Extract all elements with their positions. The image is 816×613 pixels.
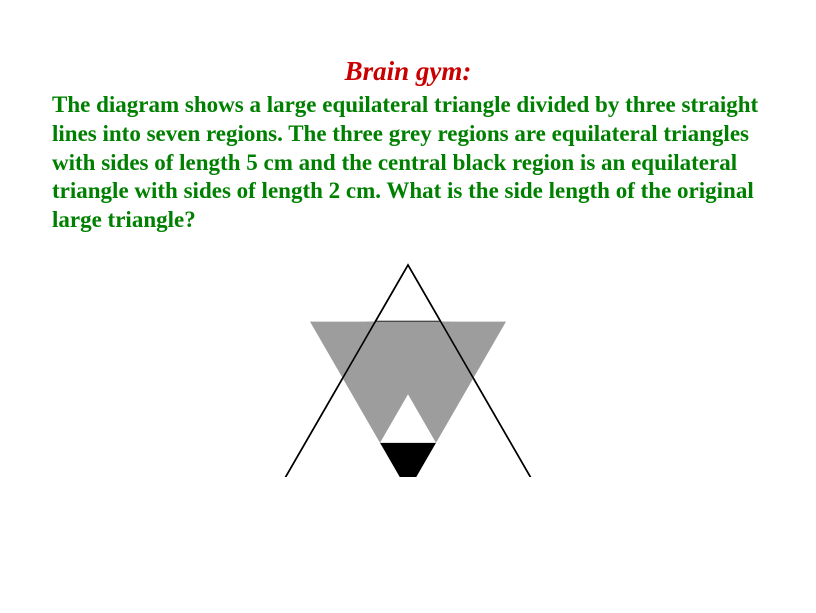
diagram-container [52, 257, 764, 477]
problem-text: The diagram shows a large equilateral tr… [52, 91, 764, 235]
triangle-diagram [223, 257, 593, 477]
slide-content: Brain gym: The diagram shows a large equ… [0, 0, 816, 477]
title: Brain gym: [52, 56, 764, 87]
